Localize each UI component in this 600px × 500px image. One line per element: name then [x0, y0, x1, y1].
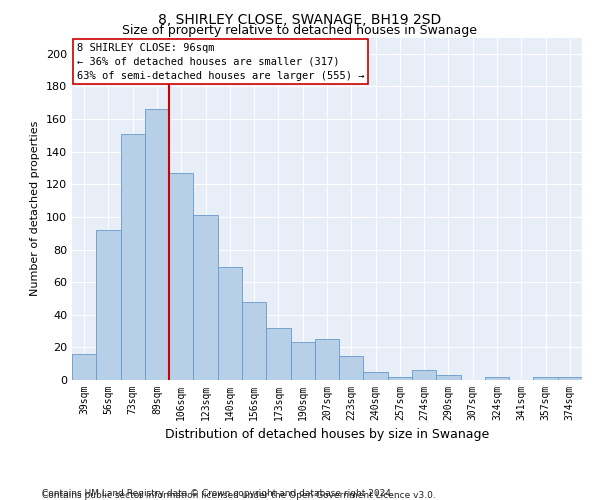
- Text: Contains HM Land Registry data © Crown copyright and database right 2024.: Contains HM Land Registry data © Crown c…: [42, 488, 394, 498]
- Bar: [266, 328, 290, 380]
- Bar: [436, 375, 461, 380]
- Bar: [121, 134, 145, 380]
- Bar: [96, 230, 121, 380]
- Bar: [290, 342, 315, 380]
- Text: Contains public sector information licensed under the Open Government Licence v3: Contains public sector information licen…: [42, 480, 436, 500]
- Bar: [72, 354, 96, 380]
- Bar: [242, 302, 266, 380]
- Bar: [533, 376, 558, 380]
- Bar: [169, 173, 193, 380]
- Bar: [339, 356, 364, 380]
- Y-axis label: Number of detached properties: Number of detached properties: [31, 121, 40, 296]
- Text: Size of property relative to detached houses in Swanage: Size of property relative to detached ho…: [122, 24, 478, 37]
- Bar: [315, 339, 339, 380]
- X-axis label: Distribution of detached houses by size in Swanage: Distribution of detached houses by size …: [165, 428, 489, 442]
- Bar: [412, 370, 436, 380]
- Bar: [218, 268, 242, 380]
- Bar: [558, 376, 582, 380]
- Bar: [193, 216, 218, 380]
- Bar: [485, 376, 509, 380]
- Text: 8 SHIRLEY CLOSE: 96sqm
← 36% of detached houses are smaller (317)
63% of semi-de: 8 SHIRLEY CLOSE: 96sqm ← 36% of detached…: [77, 42, 365, 80]
- Bar: [364, 372, 388, 380]
- Text: 8, SHIRLEY CLOSE, SWANAGE, BH19 2SD: 8, SHIRLEY CLOSE, SWANAGE, BH19 2SD: [158, 12, 442, 26]
- Bar: [388, 376, 412, 380]
- Bar: [145, 110, 169, 380]
